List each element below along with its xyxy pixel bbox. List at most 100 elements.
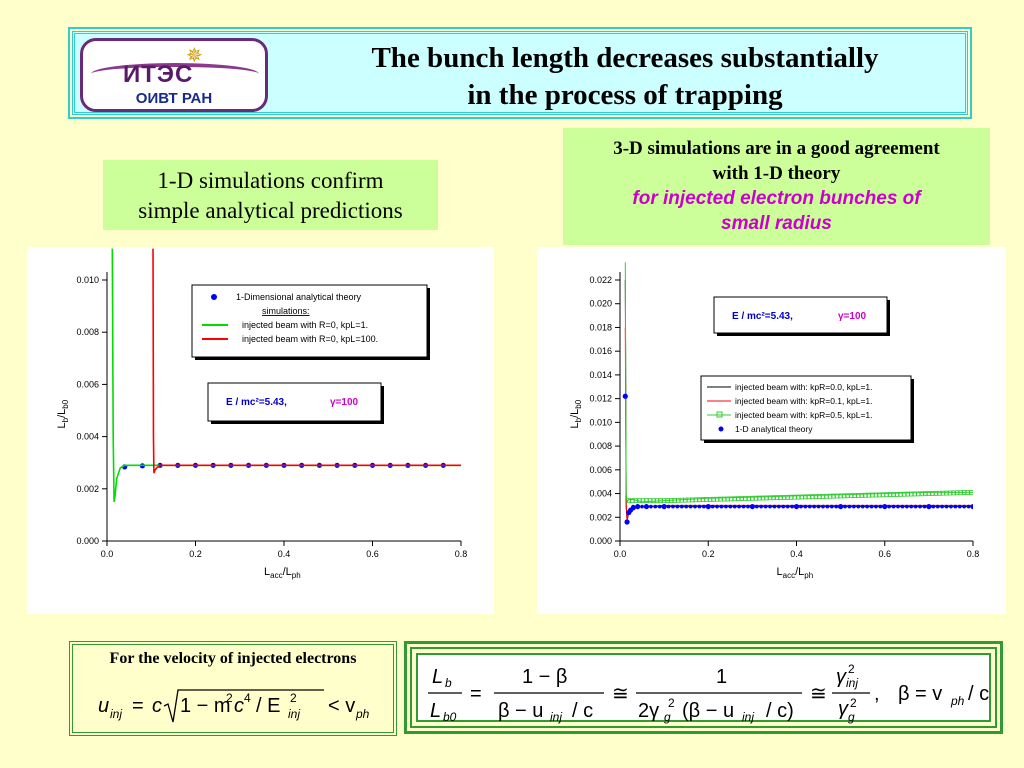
data-point [843, 504, 847, 509]
data-point [788, 494, 794, 500]
data-point [855, 493, 861, 498]
label-1d-simulations: 1-D simulations confirm simple analytica… [103, 160, 438, 230]
data-point [764, 495, 769, 501]
mf-slash-c: / c [968, 683, 989, 705]
data-point [771, 495, 776, 501]
y-axis-label-group: Lb/Lb0 [56, 399, 70, 428]
vel-one-minus-m: 1 − m [180, 695, 231, 717]
data-point [830, 504, 834, 509]
data-point [954, 490, 960, 496]
data-point [700, 497, 706, 503]
data-point [912, 491, 918, 497]
y-tick-label: 0.006 [589, 465, 612, 475]
data-point [887, 492, 893, 497]
data-point [926, 491, 932, 496]
data-point [860, 504, 865, 509]
data-point [933, 490, 939, 496]
x-tick-label: 0.6 [878, 549, 891, 559]
x-tick-label: 0.4 [790, 549, 803, 559]
mf-sq2: 2 [848, 662, 855, 676]
chart-1d-panel: 0.0 0.2 0.4 0.6 0.8 0.000 0.002 0.004 0.006 0.008… [27, 247, 494, 614]
y-tick-label: 0.008 [589, 441, 612, 451]
logo: ✵ ИТЭС ОИВТ РАН [80, 38, 268, 112]
data-point [644, 504, 649, 509]
data-point [682, 497, 688, 503]
data-point [847, 504, 852, 509]
data-point [848, 493, 854, 499]
mf-beta-minus-u: β − u [498, 700, 543, 722]
data-point [635, 504, 640, 509]
vel-exp2b: 2 [290, 691, 297, 705]
mf-eq: = [470, 683, 482, 705]
data-point [961, 490, 967, 495]
annotation-box [207, 382, 382, 422]
vel-slash-E: / E [256, 695, 280, 717]
data-point [760, 495, 766, 501]
data-point [812, 504, 816, 509]
y-tick-label: 0.006 [76, 379, 99, 389]
data-point [778, 495, 784, 500]
series-group [622, 262, 973, 525]
data-point [824, 493, 829, 499]
data-point [908, 491, 914, 497]
data-point [944, 504, 949, 509]
label-3d-simulations: 3-D simulations are in a good agreement … [563, 128, 990, 245]
y-tick-label: 0.022 [589, 275, 612, 285]
mf-inj3: inj [846, 676, 858, 690]
data-point [947, 490, 953, 496]
data-point [896, 504, 900, 509]
data-point [732, 496, 738, 502]
data-point [919, 491, 925, 497]
data-point [724, 504, 728, 509]
data-point [838, 493, 844, 499]
data-point [697, 497, 702, 503]
annotation-eq: E / mc²=5.43, [732, 311, 793, 322]
data-point [622, 393, 628, 399]
data-point [728, 504, 733, 509]
data-point [785, 494, 791, 500]
chart-3d: 0.0 0.2 0.4 0.6 0.8 0.000 0.002 0.004 0.006 0.008… [569, 262, 979, 580]
annotation-gamma: γ=100 [838, 311, 867, 322]
data-point [675, 497, 681, 503]
vel-sqrt-sign [163, 689, 324, 723]
legend-label: injected beam with: kpR=0.1, kpL=1. [735, 396, 873, 406]
velocity-formula: u inj = c 1 − m 2 c 4 / E 2 inj < v ph [98, 689, 370, 723]
data-point [735, 496, 741, 502]
vel-exp2: 2 [226, 691, 233, 705]
data-point [838, 504, 843, 509]
data-point [898, 491, 904, 497]
vel-eq: = [132, 695, 144, 717]
logo-sub-text: ОИВТ РАН [135, 90, 213, 107]
data-point [880, 492, 886, 498]
y-tick-label: 0.014 [589, 370, 612, 380]
data-point [949, 504, 953, 509]
data-point [647, 498, 653, 504]
data-point [772, 504, 777, 509]
data-point [831, 493, 836, 499]
data-point [799, 494, 805, 500]
data-point [884, 492, 889, 498]
data-point [834, 493, 840, 499]
data-point [803, 504, 808, 509]
data-point [915, 491, 921, 497]
vel-lt-v: < v [328, 695, 355, 717]
y-tick-label: 0.010 [76, 275, 99, 285]
data-point [862, 492, 868, 498]
page-title-line2: in the process of trapping [467, 79, 783, 111]
data-point [909, 504, 914, 509]
data-point [714, 496, 720, 502]
mf-sq3: 2 [850, 696, 857, 710]
data-point [777, 504, 781, 509]
data-point [767, 495, 773, 501]
data-point [821, 504, 825, 509]
vel-c: c [152, 695, 162, 717]
data-point [672, 497, 678, 503]
y-axis-label-group: Lb/Lb0 [569, 399, 583, 428]
x-tick-label: 0.2 [189, 549, 202, 559]
main-formula: L b L b0 = 1 − β β − u inj / c ≅ 1 2γ g [428, 662, 989, 724]
data-point [665, 498, 671, 503]
data-point [728, 496, 734, 502]
label-3d-line1: 3-D simulations are in a good agreement [613, 138, 940, 159]
vel-u: u [98, 695, 109, 717]
data-point [750, 504, 755, 509]
